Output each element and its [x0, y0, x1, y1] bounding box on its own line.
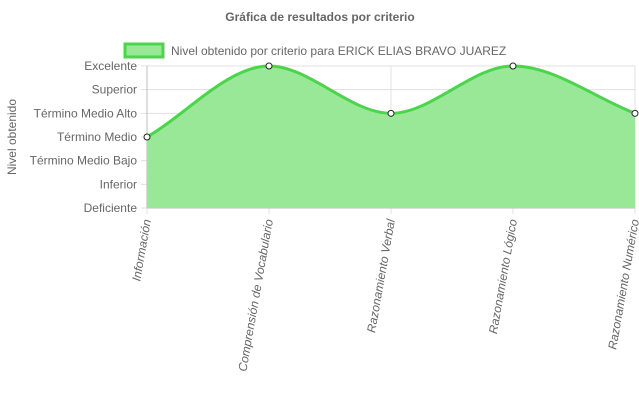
legend-swatch: [123, 42, 165, 59]
legend-label: Nivel obtenido por criterio para ERICK E…: [171, 44, 506, 58]
data-points: [143, 62, 639, 141]
data-point[interactable]: [509, 62, 517, 70]
y-axis-label: Nivel obtenido: [5, 99, 19, 175]
y-tick-label: Término Medio Bajo: [30, 154, 138, 168]
legend[interactable]: Nivel obtenido por criterio para ERICK E…: [123, 42, 506, 59]
data-point[interactable]: [143, 133, 151, 141]
x-axis-ticks: Información Comprensión de Vocabulario Raz…: [129, 218, 639, 373]
y-tick-label: Excelente: [84, 59, 137, 73]
data-point[interactable]: [265, 62, 273, 70]
x-tick-label: Comprensión de Vocabulario: [235, 218, 276, 373]
series-area-fill: [147, 66, 635, 208]
data-point[interactable]: [631, 109, 639, 117]
y-tick-label: Superior: [92, 83, 137, 97]
y-tick-label: Deficiente: [84, 201, 138, 215]
y-tick-label: Término Medio Alto: [34, 106, 138, 120]
x-tick-label: Información: [129, 218, 154, 282]
chart-title: Gráfica de resultados por criterio: [225, 10, 414, 24]
y-tick-label: Inferior: [100, 177, 137, 191]
data-point[interactable]: [387, 109, 395, 117]
y-tick-label: Término Medio: [57, 130, 137, 144]
x-tick-label: Razonamiento Lógico: [486, 218, 520, 335]
x-tick-label: Razonamiento Numérico: [605, 218, 639, 351]
x-tick-label: Razonamiento Verbal: [364, 218, 398, 334]
y-axis-ticks: Deficiente Inferior Término Medio Bajo Térm…: [30, 59, 138, 215]
